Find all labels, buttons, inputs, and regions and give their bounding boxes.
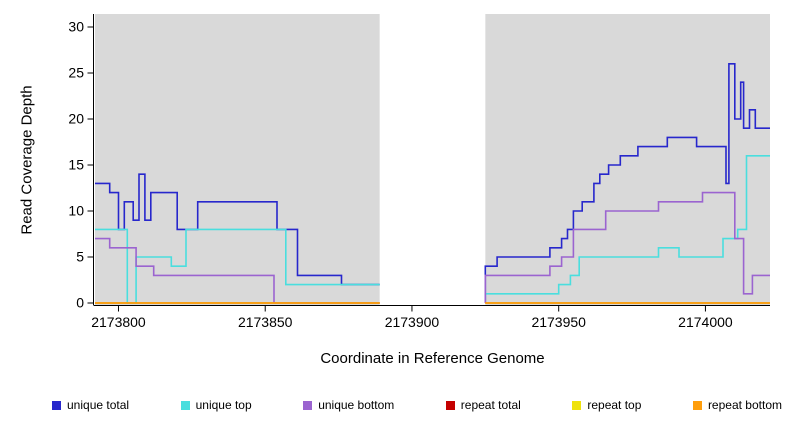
x-tick-label: 2173850	[238, 314, 293, 330]
legend-swatch-unique-bottom	[303, 400, 313, 410]
y-tick-label: 5	[76, 249, 84, 265]
no-data-band	[379, 14, 486, 305]
x-tick-label: 2173800	[91, 314, 146, 330]
legend-swatch-repeat-bottom	[692, 400, 702, 410]
legend-item-repeat-total: repeat total	[445, 398, 521, 412]
legend-item-unique-bottom: unique bottom	[303, 398, 394, 412]
legend: unique total unique top unique bottom repea…	[0, 398, 792, 412]
y-tick-label: 0	[76, 295, 84, 311]
y-tick-label: 20	[68, 111, 84, 127]
y-tick-label: 15	[68, 157, 84, 173]
legend-label-unique-top: unique top	[195, 398, 252, 412]
legend-label-repeat-total: repeat total	[460, 398, 521, 412]
y-tick-label: 10	[68, 203, 84, 219]
legend-item-repeat-top: repeat top	[572, 398, 641, 412]
legend-swatch-unique-total	[52, 400, 61, 410]
legend-item-unique-total: unique total	[52, 398, 129, 412]
x-tick-label: 2174000	[678, 314, 733, 330]
legend-swatch-unique-top	[180, 400, 190, 410]
legend-swatch-repeat-top	[572, 400, 582, 410]
y-tick-label: 25	[68, 65, 84, 81]
y-axis-label: Read Coverage Depth	[18, 85, 36, 235]
series-unique-total	[484, 63, 770, 303]
series-unique-top	[484, 155, 770, 303]
legend-label-unique-total: unique total	[67, 398, 130, 412]
legend-label-repeat-top: repeat top	[587, 398, 642, 412]
coverage-chart: 0 5 10 15 20 25 30 2173800 2173850 2173900 2173950…	[68, 14, 770, 330]
legend-label-repeat-bottom: repeat bottom	[707, 398, 782, 412]
legend-swatch-repeat-total	[445, 400, 455, 410]
x-axis-label: Coordinate in Reference Genome	[320, 350, 545, 367]
series-unique-top	[95, 228, 380, 304]
x-tick-label: 2173950	[531, 314, 586, 330]
legend-item-unique-top: unique top	[180, 398, 252, 412]
legend-label-unique-bottom: unique bottom	[318, 398, 395, 412]
x-tick-label: 2173900	[385, 314, 440, 330]
series-unique-bottom	[484, 191, 770, 303]
y-tick-label: 30	[68, 19, 84, 35]
series-unique-bottom	[95, 237, 380, 304]
legend-item-repeat-bottom: repeat bottom	[692, 398, 782, 412]
